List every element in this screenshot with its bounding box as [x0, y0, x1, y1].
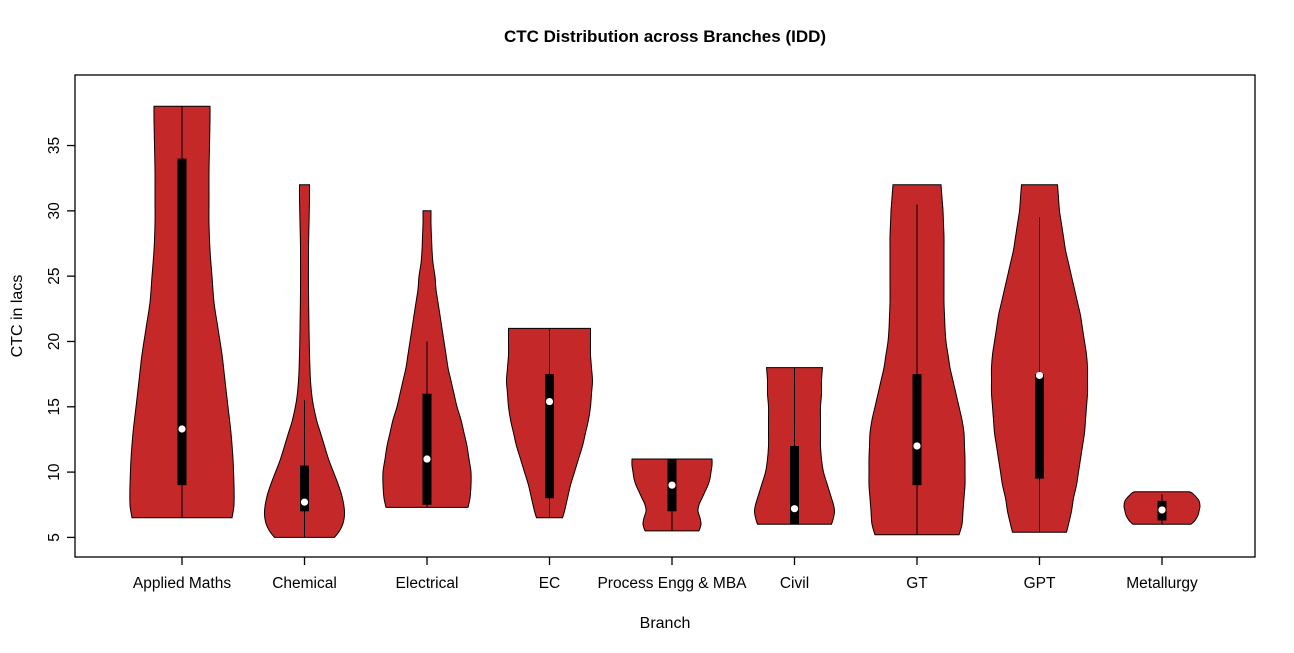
plot-border [74, 74, 1256, 558]
median-dot-gt [913, 442, 921, 450]
x-tick-label-ec: EC [539, 575, 561, 592]
violins-layer [129, 105, 1201, 538]
violin-civil [753, 367, 836, 525]
median-dot-process-engg-mba [668, 481, 676, 489]
median-dot-electrical [423, 455, 431, 463]
median-dot-ec [545, 397, 554, 406]
median-dot-metallurgy [1158, 506, 1166, 514]
violin-electrical [382, 210, 472, 508]
median-dot-applied-maths [178, 425, 186, 433]
violin-chemical [263, 184, 346, 538]
x-tick-label-gt: GT [906, 575, 928, 592]
median-dot-gpt [1035, 371, 1044, 380]
x-tick-label-applied-maths: Applied Maths [133, 575, 231, 592]
violin-metallurgy [1123, 491, 1201, 525]
x-tick-label-chemical: Chemical [272, 575, 337, 592]
y-tick-label: 15 [46, 398, 63, 415]
median-dot-chemical [300, 498, 309, 506]
x-tick-label-process-engg-mba: Process Engg & MBA [597, 575, 747, 592]
y-tick-label: 35 [46, 137, 63, 154]
y-axis-title: CTC in lacs [9, 275, 26, 358]
iqr-box-civil [790, 445, 799, 525]
x-tick-label-electrical: Electrical [396, 575, 459, 592]
x-tick-label-gpt: GPT [1024, 575, 1056, 592]
iqr-box-applied-maths [177, 158, 187, 486]
violin-gt [868, 184, 966, 536]
y-tick-label: 20 [46, 332, 63, 350]
iqr-box-gpt [1035, 374, 1044, 479]
y-tick-label: 5 [46, 533, 63, 542]
x-tick-label-metallurgy: Metallurgy [1126, 575, 1198, 592]
violin-ec [505, 327, 594, 519]
x-axis-title: Branch [640, 615, 691, 632]
violin-shape-chemical [263, 184, 346, 538]
x-tick-label-civil: Civil [780, 575, 809, 592]
x-axis: Applied Maths Chemical Electrical EC Process… [133, 557, 1198, 592]
violin-process-engg-mba [631, 458, 713, 532]
y-tick-label: 10 [46, 463, 63, 481]
violin-applied-maths [129, 105, 235, 519]
y-tick-label: 25 [46, 268, 63, 285]
median-dot-civil [790, 505, 799, 513]
iqr-box-electrical [422, 393, 432, 505]
iqr-box-ec [545, 374, 554, 499]
chart-title: CTC Distribution across Branches (IDD) [504, 27, 826, 46]
iqr-box-gt [912, 374, 922, 486]
violin-gpt [990, 184, 1089, 533]
y-axis: 5 10 15 20 25 30 35 [46, 137, 75, 542]
y-tick-label: 30 [46, 202, 63, 220]
iqr-box-chemical [300, 465, 309, 512]
